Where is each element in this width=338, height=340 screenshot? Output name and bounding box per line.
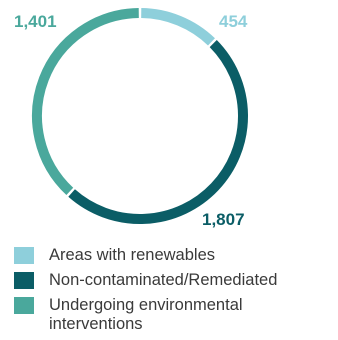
legend-label-renewables: Areas with renewables	[49, 246, 215, 264]
donut-slice-non-contaminated	[68, 40, 248, 224]
donut-slice-undergoing	[32, 8, 139, 196]
legend-item-non-contaminated: Non-contaminated/Remediated	[14, 271, 338, 290]
legend-label-undergoing: Undergoing environmental interventions	[49, 296, 243, 333]
legend-label-non-contaminated: Non-contaminated/Remediated	[49, 271, 278, 289]
donut-slice-renewables	[141, 8, 215, 46]
data-label-non-contaminated: 1,807	[202, 210, 245, 229]
legend-item-renewables: Areas with renewables	[14, 246, 338, 265]
legend-item-undergoing: Undergoing environmental interventions	[14, 296, 338, 334]
legend-swatch-non-contaminated	[14, 272, 34, 289]
legend-swatch-undergoing	[14, 297, 34, 314]
data-label-undergoing: 1,401	[14, 12, 57, 31]
legend-swatch-renewables	[14, 247, 34, 264]
data-label-renewables: 454	[219, 12, 248, 31]
donut-slices	[32, 8, 248, 224]
legend: Areas with renewables Non-contaminated/R…	[14, 246, 338, 340]
